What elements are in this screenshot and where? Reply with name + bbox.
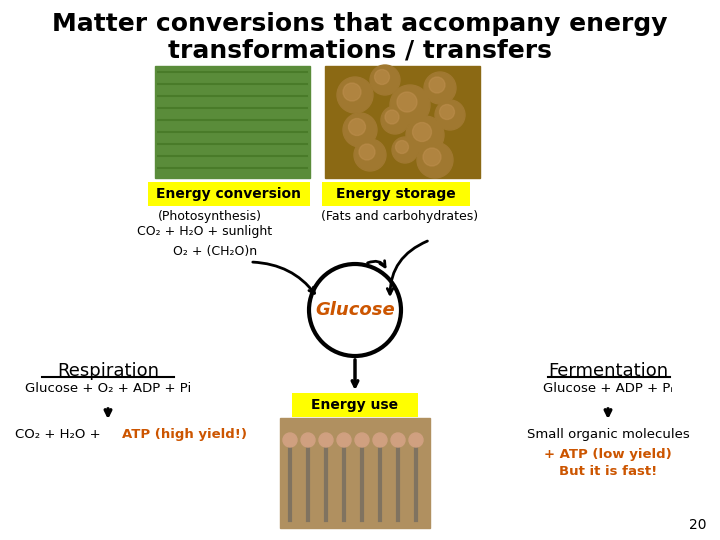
Circle shape (355, 433, 369, 447)
Text: Glucose: Glucose (315, 301, 395, 319)
Circle shape (374, 70, 390, 84)
Circle shape (406, 116, 444, 154)
Circle shape (423, 148, 441, 166)
Circle shape (283, 433, 297, 447)
Circle shape (435, 100, 465, 130)
Circle shape (348, 118, 366, 136)
Text: + ATP (low yield): + ATP (low yield) (544, 448, 672, 461)
Text: Matter conversions that accompany energy: Matter conversions that accompany energy (53, 12, 667, 36)
Circle shape (409, 433, 423, 447)
Bar (280, 418, 430, 528)
Circle shape (343, 83, 361, 101)
Circle shape (359, 144, 375, 160)
Text: Energy conversion: Energy conversion (156, 187, 302, 201)
FancyBboxPatch shape (148, 182, 310, 206)
Circle shape (429, 77, 445, 93)
Circle shape (337, 77, 373, 113)
Text: ATP (high yield!): ATP (high yield!) (122, 428, 247, 441)
Circle shape (390, 85, 430, 125)
Bar (325, 66, 480, 178)
Circle shape (373, 433, 387, 447)
Text: (Fats and carbohydrates): (Fats and carbohydrates) (321, 210, 479, 223)
Circle shape (354, 139, 386, 171)
Text: CO₂ + H₂O +: CO₂ + H₂O + (15, 428, 105, 441)
Circle shape (301, 433, 315, 447)
Circle shape (343, 113, 377, 147)
Circle shape (395, 140, 408, 153)
Text: But it is fast!: But it is fast! (559, 465, 657, 478)
Text: Glucose + O₂ + ADP + Pi: Glucose + O₂ + ADP + Pi (25, 382, 191, 395)
Circle shape (392, 137, 418, 163)
Text: transformations / transfers: transformations / transfers (168, 38, 552, 62)
Circle shape (413, 123, 431, 141)
Text: O₂ + (CH₂O)n: O₂ + (CH₂O)n (173, 245, 257, 258)
Text: 20: 20 (688, 518, 706, 532)
Bar (155, 66, 310, 178)
Circle shape (397, 92, 417, 112)
Circle shape (424, 72, 456, 104)
Circle shape (417, 142, 453, 178)
Circle shape (385, 110, 399, 124)
Text: CO₂ + H₂O + sunlight: CO₂ + H₂O + sunlight (138, 225, 273, 238)
Text: Small organic molecules: Small organic molecules (526, 428, 689, 441)
Circle shape (381, 106, 409, 134)
Text: Energy storage: Energy storage (336, 187, 456, 201)
FancyBboxPatch shape (322, 182, 470, 206)
Text: Respiration: Respiration (57, 362, 159, 380)
Circle shape (439, 105, 454, 119)
Text: (Photosynthesis): (Photosynthesis) (158, 210, 262, 223)
Text: Fermentation: Fermentation (548, 362, 668, 380)
Circle shape (370, 65, 400, 95)
FancyBboxPatch shape (292, 393, 418, 417)
Circle shape (391, 433, 405, 447)
Text: Glucose + ADP + Pᵢ: Glucose + ADP + Pᵢ (543, 382, 673, 395)
Text: Energy use: Energy use (312, 398, 399, 412)
Circle shape (319, 433, 333, 447)
Circle shape (337, 433, 351, 447)
